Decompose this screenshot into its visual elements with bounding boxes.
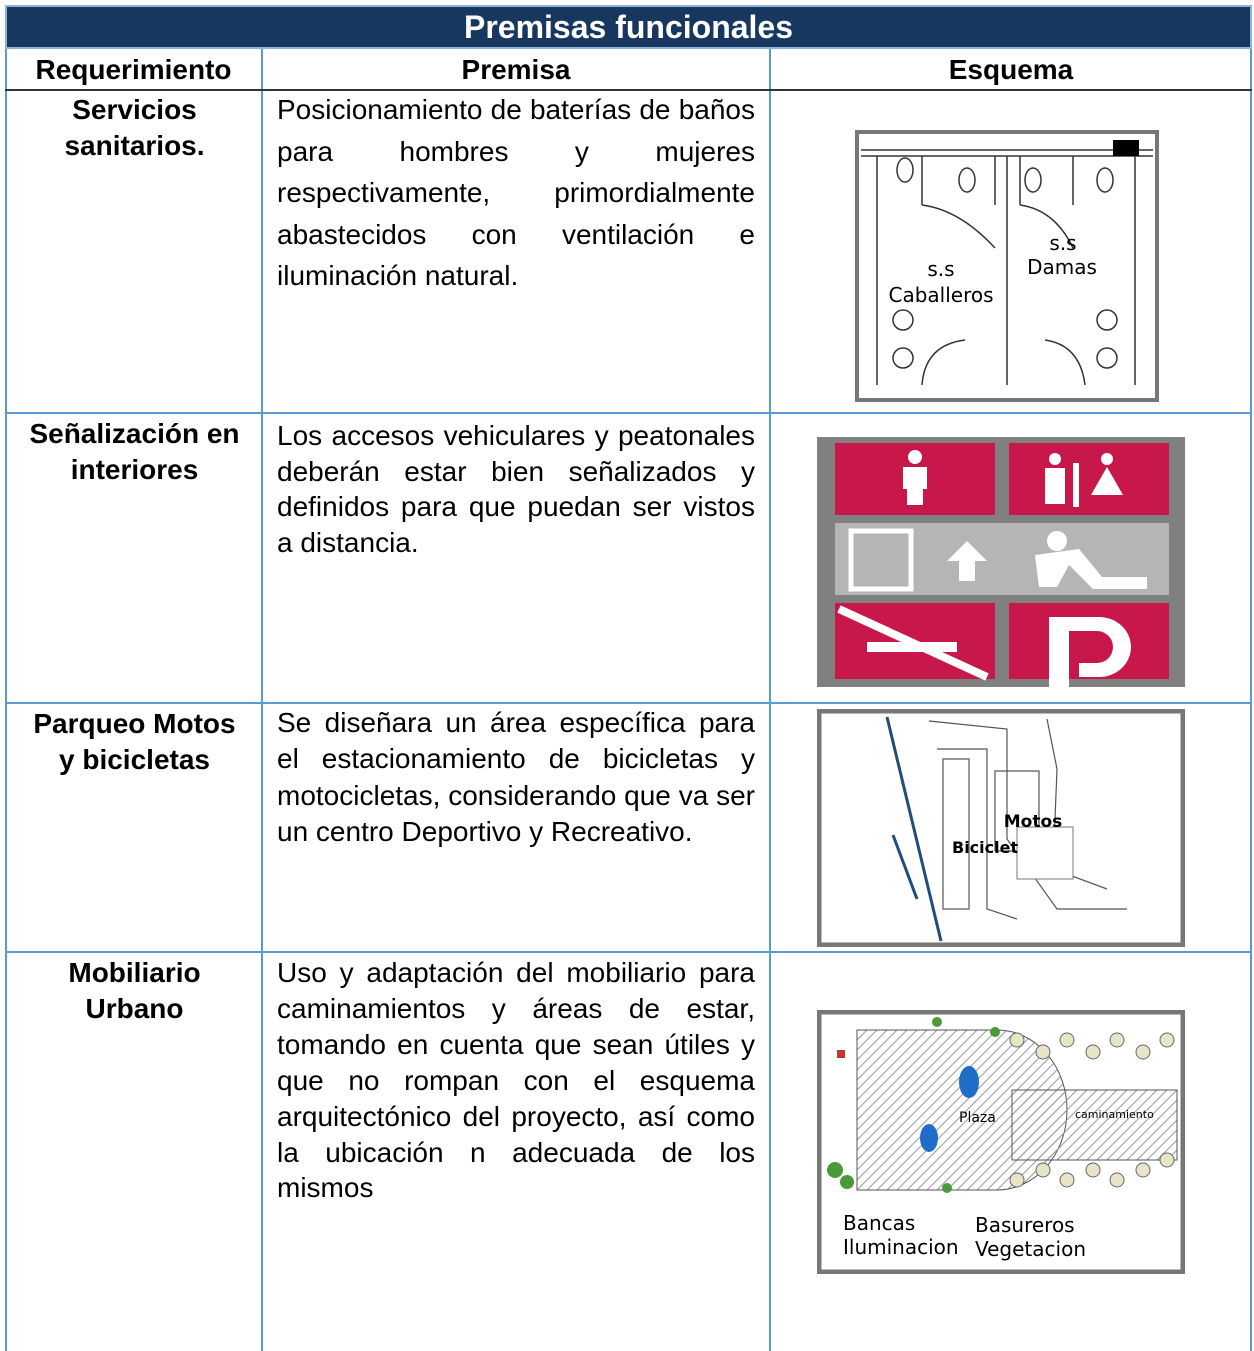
diagram-label: s.s xyxy=(927,257,954,281)
border xyxy=(5,951,1252,953)
premise: Uso y adaptación del mobiliario para cam… xyxy=(277,957,755,1204)
diagram-label: Vegetacion xyxy=(975,1237,1086,1261)
border xyxy=(1250,49,1252,1351)
column-header: Premisa xyxy=(461,54,571,85)
requirement: Servicios sanitarios. xyxy=(64,94,205,161)
requirement: Mobiliario Urbano xyxy=(68,957,201,1024)
border xyxy=(5,89,1252,91)
border xyxy=(5,412,1252,414)
furniture-plan: Plaza caminamiento Bancas Iluminacion Ba… xyxy=(817,1010,1185,1274)
diagram-label: Iluminacion xyxy=(843,1235,959,1259)
diagram-label: Biciclet xyxy=(952,838,1018,857)
column-header: Esquema xyxy=(948,54,1074,85)
diagram-label: caminamiento xyxy=(1075,1108,1154,1121)
premise: Los accesos vehiculares y peatonales deb… xyxy=(277,420,755,559)
diagram-label: Damas xyxy=(1027,255,1097,279)
diagram-label: Motos xyxy=(1004,812,1063,832)
table-title: Premisas funcionales xyxy=(5,5,1252,49)
diagram-label: Basureros xyxy=(975,1213,1075,1237)
diagram-label: Plaza xyxy=(959,1110,996,1126)
restroom-plan: s.s Caballeros s.s Damas xyxy=(855,130,1159,402)
parking-plan: Motos Biciclet xyxy=(817,709,1185,947)
requirement: Señalización en interiores xyxy=(29,418,240,485)
border xyxy=(5,49,7,1351)
border xyxy=(769,49,771,1351)
border xyxy=(261,49,263,1351)
premise: Posicionamiento de baterías de baños par… xyxy=(277,94,755,291)
requirement: Parqueo Motos y bicicletas xyxy=(33,708,236,775)
border xyxy=(5,702,1252,704)
diagram-label: s.s xyxy=(1049,231,1076,255)
diagram-label: Caballeros xyxy=(888,283,993,307)
premise: Se diseñara un área específica para el e… xyxy=(277,707,755,847)
diagram-label: Bancas xyxy=(843,1211,915,1235)
signage-panel xyxy=(817,437,1185,687)
column-header: Requerimiento xyxy=(35,54,232,85)
